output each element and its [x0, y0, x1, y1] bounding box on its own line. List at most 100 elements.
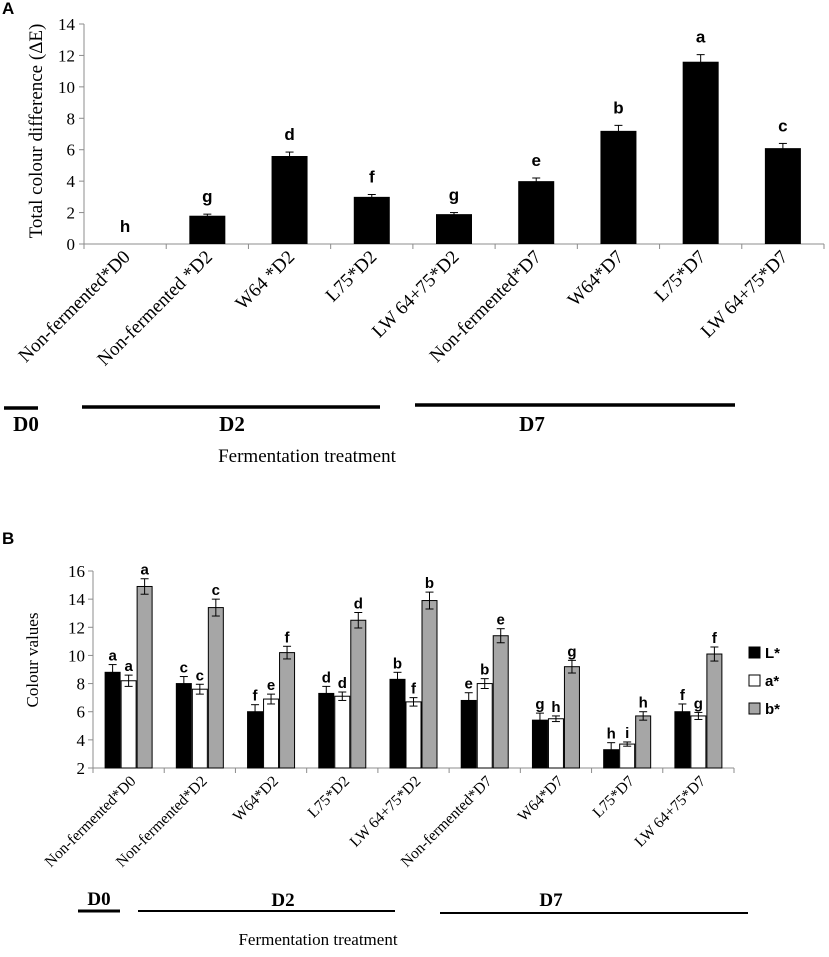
panel-b-significance-letter: b [425, 575, 434, 592]
panel-a-letter: A [2, 0, 14, 18]
panel-a-significance-letter: g [202, 187, 212, 206]
panel-b-bar-l [175, 683, 192, 769]
panel-a-category-label: LW 64+75*D7 [697, 247, 792, 342]
panel-a-bar [189, 215, 226, 244]
panel-a-significance-letter: d [284, 125, 294, 144]
panel-b-category-label: LW 64+75*D2 [347, 773, 425, 851]
panel-b-bar-a [690, 715, 707, 769]
panel-a-significance-letter: a [696, 28, 706, 47]
panel-b-y-tick-label: 2 [77, 759, 86, 778]
panel-b-significance-letter: g [535, 696, 544, 713]
panel-b-legend-swatch [748, 674, 761, 687]
panel-b-significance-letter: a [108, 648, 117, 665]
panel-a-significance-letter: c [778, 116, 787, 135]
panel-a-significance-letter: e [531, 151, 540, 170]
panel-b-category-label: W64*D7 [515, 773, 567, 825]
panel-b-bar-b [563, 666, 580, 769]
panel-b-bar-b [421, 600, 438, 769]
panel-b-y-tick-label: 4 [77, 731, 86, 750]
panel-b-significance-letter: f [253, 688, 259, 705]
panel-b-category-label: W64*D2 [230, 773, 282, 825]
panel-b-bar-b [492, 635, 509, 769]
panel-a-bar [518, 181, 555, 244]
panel-b-significance-letter: d [354, 596, 363, 613]
panel-b-bar-l [674, 711, 691, 769]
panel-b-significance-letter: f [285, 629, 291, 646]
panel-a-significance-letter: h [120, 217, 130, 236]
panel-b-category-label: L75*D2 [305, 773, 354, 822]
panel-a-significance-letter: g [449, 186, 459, 205]
panel-a-y-tick-label: 2 [67, 204, 76, 223]
panel-a-y-tick-label: 10 [58, 78, 75, 97]
panel-b-significance-letter: i [625, 725, 629, 742]
panel-b-bar-l [318, 692, 335, 769]
panel-a-bar [436, 214, 472, 244]
panel-b-group-label-d0: D0 [87, 889, 110, 910]
panel-b-significance-letter: e [267, 677, 275, 694]
panel-b-bar-b [635, 715, 652, 769]
panel-b-bar-a [619, 743, 636, 769]
panel-b-category-label: LW 64+75*D7 [631, 773, 709, 851]
panel-b-significance-letter: h [607, 726, 616, 743]
panel-a-bar [682, 61, 719, 244]
panel-b-legend-label: L* [765, 645, 780, 662]
panel-a-group-label-d2: D2 [219, 412, 245, 436]
panel-b-significance-letter: d [338, 675, 347, 692]
panel-b-bar-a [191, 688, 208, 769]
panel-b-y-tick-label: 6 [77, 703, 86, 722]
panel-a-y-tick-label: 14 [58, 15, 76, 34]
panel-a-group-label-d0: D0 [13, 412, 39, 436]
panel-b-bar-b [350, 619, 367, 769]
panel-b-significance-letter: e [497, 612, 505, 629]
panel-a-y-tick-label: 4 [67, 172, 76, 191]
panel-b-bar-b [279, 652, 296, 769]
panel-b-y-tick-label: 16 [68, 562, 85, 581]
panel-b-significance-letter: g [567, 643, 576, 660]
panel-b-legend-swatch [748, 702, 761, 715]
panel-a-category-label: L75*D7 [651, 247, 711, 307]
panel-b-significance-letter: f [680, 687, 686, 704]
panel-b-bar-a [476, 683, 493, 769]
panel-b-significance-letter: f [411, 681, 417, 698]
panel-b-bar-b [706, 653, 723, 769]
panel-a-x-label: Fermentation treatment [218, 446, 397, 467]
panel-b-group-label-d7: D7 [539, 890, 563, 911]
panel-a-category-label: L75*D2 [322, 247, 382, 307]
panel-a-bar [600, 130, 637, 244]
panel-b-bar-a [263, 698, 280, 769]
panel-a-category-label: W64 *D2 [232, 247, 299, 314]
panel-b-legend-label: b* [765, 701, 780, 718]
panel-a-y-tick-label: 12 [58, 46, 75, 65]
panel-b-significance-letter: b [393, 655, 402, 672]
panel-b-bar-l [104, 671, 121, 769]
panel-a-y-label: Total colour difference (ΔE) [26, 24, 47, 239]
panel-b-significance-letter: c [212, 582, 220, 599]
panel-b-bar-l [389, 678, 406, 769]
panel-b-bar-a [547, 718, 564, 769]
panel-b-significance-letter: g [694, 695, 703, 712]
panel-a-significance-letter: f [369, 168, 375, 187]
panel-b-significance-letter: c [180, 660, 188, 677]
panel-b-bar-l [460, 699, 477, 769]
panel-b-significance-letter: e [465, 676, 473, 693]
panel-b-legend-label: a* [765, 673, 779, 690]
panel-a-bar [353, 196, 390, 244]
panel-b-category-label: L75*D7 [589, 773, 638, 822]
panel-b-legend: L* a* b* [748, 645, 780, 718]
panel-a-y-tick-label: 8 [67, 109, 76, 128]
panel-b-significance-letter: b [480, 662, 489, 679]
panel-b-significance-letter: d [322, 669, 331, 686]
panel-b-significance-letter: h [639, 695, 648, 712]
panel-b-y-tick-label: 14 [68, 590, 86, 609]
panel-b-significance-letter: h [551, 699, 560, 716]
panel-b-y-tick-label: 12 [68, 618, 85, 637]
panel-b-bar-a [334, 695, 351, 769]
panel-a-bar [271, 156, 308, 244]
panel-b-bar-l [247, 711, 264, 769]
panel-a-plot: 02468101214hNon-fermented*D0gNon-ferment… [15, 15, 825, 370]
panel-b-bar-b [207, 607, 224, 769]
panel-a-bar [764, 148, 801, 244]
panel-b-x-label: Fermentation treatment [238, 930, 397, 949]
